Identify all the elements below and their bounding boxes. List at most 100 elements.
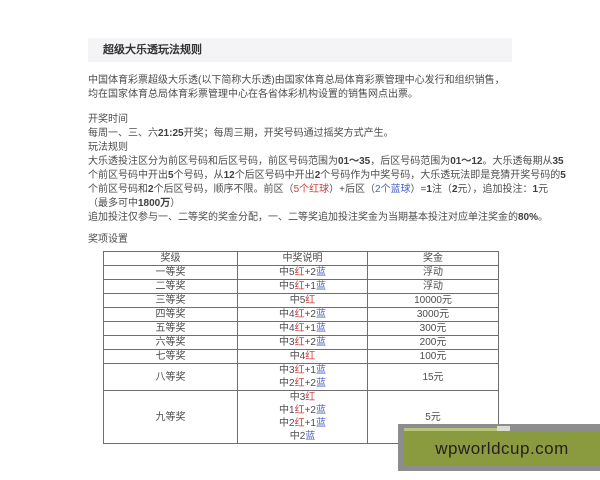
- desc-char: 2: [310, 337, 316, 348]
- draw-time-section: 开奖时间 每周一、三、六21:25开奖；每周三期，开奖号码通过摇奖方式产生。 玩…: [88, 113, 566, 225]
- text-segment: 21:25: [158, 128, 184, 139]
- desc-char: 蓝: [315, 378, 326, 389]
- prize-level-cell: 四等奖: [103, 307, 238, 322]
- text-line: 每周一、三、六21:25开奖；每周三期，开奖号码通过摇奖方式产生。: [88, 127, 512, 141]
- win-description-line: 中4红: [240, 351, 365, 363]
- text-segment: 元），追加投注：: [457, 184, 533, 195]
- desc-char: 4: [289, 323, 295, 334]
- prize-amount-cell: 浮动: [367, 279, 499, 294]
- watermark-text: wpworldcup.com: [435, 438, 569, 458]
- desc-char: 红: [305, 351, 316, 362]
- win-description-line: 中5红+2蓝: [240, 267, 365, 279]
- prize-level-cell: 八等奖: [103, 363, 238, 391]
- table-header-row: 奖级 中奖说明 奖金: [103, 251, 499, 266]
- page-title: 超级大乐透玩法规则: [103, 44, 202, 56]
- desc-char: 2: [289, 418, 295, 429]
- desc-char: 红: [294, 405, 305, 416]
- prize-amount-cell: 300元: [367, 321, 499, 336]
- text-segment: 个前区号码和: [88, 184, 148, 195]
- desc-char: +: [304, 309, 311, 320]
- prize-level-cell: 五等奖: [103, 321, 238, 336]
- text-segment: 。大乐透每期从: [482, 156, 553, 167]
- desc-char: 中: [279, 405, 290, 416]
- desc-char: 红: [305, 295, 316, 306]
- desc-char: 红: [294, 378, 305, 389]
- desc-char: 2: [289, 378, 295, 389]
- desc-char: 2: [310, 309, 316, 320]
- desc-char: 蓝: [315, 365, 326, 376]
- text-segment: 个号码作为中奖号码，大乐透玩法即是竞猜开奖号码的: [320, 170, 561, 181]
- text-segment: 35: [552, 156, 564, 167]
- win-description-line: 中1红+2蓝: [240, 404, 365, 417]
- desc-char: 红: [294, 323, 305, 334]
- desc-char: +: [304, 405, 311, 416]
- win-description-cell: 中5红+2蓝: [237, 265, 368, 280]
- win-description-line: 中2蓝: [240, 430, 365, 443]
- desc-char: 红: [294, 309, 305, 320]
- text-segment: 12: [223, 170, 235, 181]
- desc-char: 中: [289, 431, 300, 442]
- desc-char: 蓝: [315, 323, 326, 334]
- desc-char: 1: [310, 323, 316, 334]
- text-segment: 个后区号码中开出: [234, 170, 315, 181]
- desc-char: 红: [294, 281, 305, 292]
- prize-amount-cell: 10000元: [367, 293, 499, 308]
- win-description-cell: 中4红+2蓝: [237, 307, 368, 322]
- intro-paragraph: 中国体育彩票超级大乐透(以下简称大乐透)由国家体育总局体育彩票管理中心发行和组织…: [88, 75, 505, 100]
- text-line: 个前区号码和2个后区号码，顺序不限。前区（5个红球）+后区（2个蓝球）=1注（2…: [88, 183, 548, 197]
- text-segment: （最多可中: [88, 198, 138, 209]
- desc-char: 1: [310, 418, 316, 429]
- win-description-line: 中5红+1蓝: [240, 281, 365, 293]
- desc-char: 蓝: [315, 267, 326, 278]
- prize-level-cell: 九等奖: [103, 390, 238, 444]
- play-rules-heading: 玩法规则: [88, 142, 128, 153]
- prize-amount-cell: 15元: [367, 363, 499, 391]
- desc-char: 3: [289, 337, 295, 348]
- desc-char: 红: [305, 392, 316, 403]
- column-header: 中奖说明: [237, 251, 368, 266]
- desc-char: 中: [279, 418, 290, 429]
- win-description-cell: 中4红+1蓝: [237, 321, 368, 336]
- desc-char: 2: [299, 431, 306, 442]
- desc-char: 红: [294, 418, 305, 429]
- text-segment: 大乐透投注区分为前区号码和后区号码，前区号码范围为: [88, 156, 338, 167]
- desc-char: 2: [310, 405, 316, 416]
- desc-char: +: [304, 418, 311, 429]
- text-segment: 追加投注仅参与一、二等奖的奖金分配，一、二等奖追加投注奖金为当期基本投注对应单注…: [88, 212, 518, 223]
- prize-amount-cell: 100元: [367, 349, 499, 364]
- win-description-line: 中4红+1蓝: [240, 323, 365, 335]
- prize-level-cell: 一等奖: [103, 265, 238, 280]
- table-row: 二等奖 中5红+1蓝 浮动: [103, 279, 499, 294]
- column-header: 奖级: [103, 251, 238, 266]
- desc-char: 中: [279, 378, 290, 389]
- desc-char: 蓝: [315, 281, 326, 292]
- prize-level-cell: 二等奖: [103, 279, 238, 294]
- text-segment: 每周一、三、六: [88, 128, 158, 139]
- text-line: 大乐透投注区分为前区号码和后区号码，前区号码范围为01～35，后区号码范围为01…: [88, 155, 564, 169]
- desc-char: 中: [289, 351, 300, 362]
- desc-char: 中: [279, 267, 290, 278]
- desc-char: +: [304, 378, 311, 389]
- text-line: 个前区号码中开出5个号码，从12个后区号码中开出2个号码作为中奖号码，大乐透玩法…: [88, 169, 566, 183]
- desc-char: 1: [289, 405, 295, 416]
- desc-char: 中: [279, 337, 290, 348]
- desc-char: 蓝: [315, 418, 326, 429]
- desc-char: 中: [289, 392, 300, 403]
- text-segment: 01～12: [450, 156, 483, 167]
- table-row: 七等奖 中4红 100元: [103, 349, 499, 364]
- win-description-cell: 中4红: [237, 349, 368, 364]
- desc-char: 蓝: [315, 337, 326, 348]
- prize-level-cell: 六等奖: [103, 335, 238, 350]
- text-segment: 1: [532, 184, 539, 195]
- desc-char: 蓝: [315, 405, 326, 416]
- table-row: 八等奖 中3红+1蓝 中2红+2蓝 15元: [103, 363, 499, 391]
- table-row: 五等奖 中4红+1蓝 300元: [103, 321, 499, 336]
- text-segment: 5个红球: [293, 184, 330, 195]
- win-description-line: 中4红+2蓝: [240, 309, 365, 321]
- win-description-cell: 中3红+2蓝: [237, 335, 368, 350]
- draw-time-heading: 开奖时间: [88, 114, 128, 125]
- text-segment: 2个蓝球: [374, 184, 411, 195]
- text-segment: 2: [314, 170, 321, 181]
- table-row: 三等奖 中5红 10000元: [103, 293, 499, 308]
- desc-char: 中: [279, 309, 290, 320]
